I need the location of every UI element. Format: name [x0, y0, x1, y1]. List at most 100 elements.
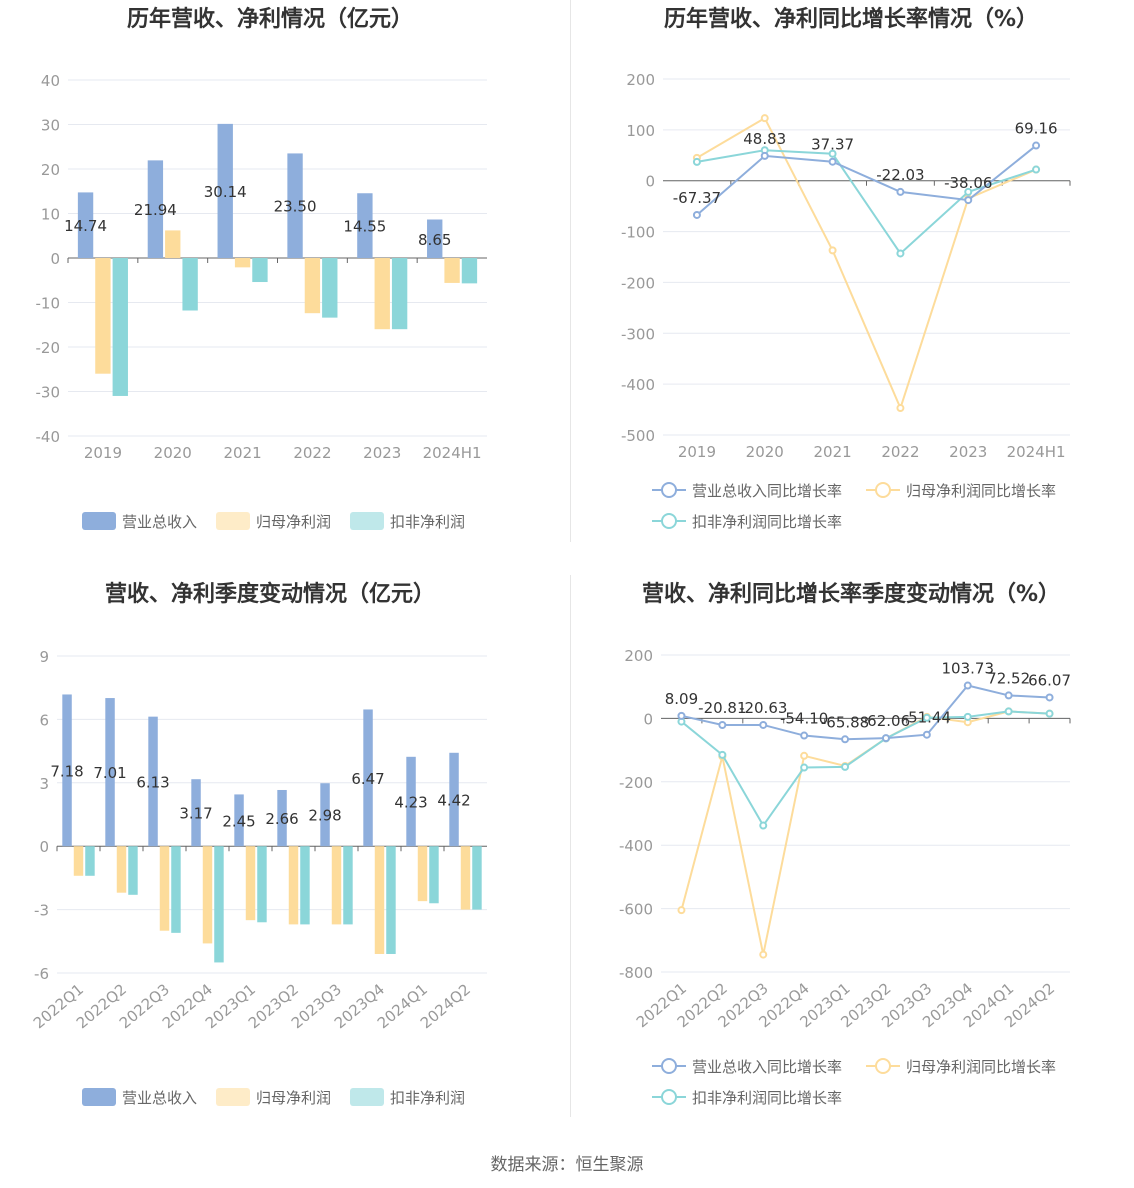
line-data-label: 37.37	[811, 136, 854, 154]
bar-revenue	[62, 694, 72, 847]
chart-1: 历年营收、净利同比增长率情况（%） 200 100 0 -100 -200 -300 -400…	[621, 6, 1071, 531]
series-point	[963, 712, 972, 721]
series-point	[800, 731, 809, 740]
line-data-label: -62.06	[862, 712, 910, 730]
bar-net-profit	[288, 846, 299, 925]
bar-revenue	[287, 153, 303, 258]
bar-revenue	[105, 698, 115, 847]
line-data-label: 48.83	[743, 130, 786, 148]
y-tick-label: -300	[621, 325, 655, 343]
bar-deducted-profit	[429, 846, 439, 904]
y-tick-label: -30	[36, 384, 61, 402]
bar-data-label: 4.23	[394, 794, 427, 812]
bar-revenue	[363, 709, 373, 847]
series-point	[718, 720, 727, 729]
y-tick-label: 3	[39, 775, 49, 793]
bar-deducted-profit	[472, 846, 482, 910]
series-point	[1032, 165, 1041, 174]
bar-data-label: 4.42	[437, 791, 470, 809]
panel-divider	[570, 0, 571, 542]
series-point	[922, 730, 931, 739]
line-data-label: -38.06	[944, 174, 992, 192]
series-point	[800, 763, 809, 772]
legend-label: 营业总收入同比增长率	[692, 1058, 842, 1076]
bar-deducted-profit	[257, 846, 267, 923]
series-point	[896, 187, 905, 196]
legend-label: 营业总收入	[122, 513, 197, 531]
bar-net-profit	[444, 258, 460, 283]
series-point	[896, 249, 905, 258]
y-tick-label: 30	[41, 117, 60, 135]
bar-deducted-profit	[214, 846, 224, 963]
series-point	[828, 149, 837, 158]
bar-revenue	[449, 752, 459, 847]
bar-revenue	[357, 193, 373, 258]
x-tick-label: 2020	[154, 444, 192, 462]
line-data-label: -20.81	[698, 699, 746, 717]
y-tick-label: -200	[619, 774, 653, 792]
legend-marker	[661, 1089, 677, 1105]
bar-deducted-profit	[322, 258, 338, 318]
series-point	[881, 734, 890, 743]
legend-label: 扣非净利润	[390, 1089, 465, 1107]
bar-net-profit	[460, 846, 471, 910]
bar-deducted-profit	[252, 258, 268, 283]
bar-revenue	[191, 779, 201, 847]
line-data-label: 72.52	[987, 669, 1030, 687]
series-line-1	[680, 710, 1050, 955]
bar-data-label: 14.74	[64, 217, 107, 235]
x-tick-label: 2019	[678, 443, 716, 461]
bar-net-profit	[95, 258, 111, 374]
bar-data-label: 2.98	[308, 807, 341, 825]
bar-net-profit	[245, 846, 256, 921]
line-data-label: -22.03	[876, 166, 924, 184]
series-point	[828, 246, 837, 255]
bar-deducted-profit	[300, 846, 310, 925]
x-tick-label: 2024H1	[423, 444, 482, 462]
series-line-2	[680, 710, 1050, 828]
bar-net-profit	[331, 846, 342, 925]
series-line-0	[696, 144, 1037, 216]
bar-net-profit	[202, 846, 213, 944]
chart-title: 营收、净利同比增长率季度变动情况（%）	[642, 581, 1060, 607]
y-tick-label: -500	[621, 427, 655, 445]
bar-data-label: 6.13	[136, 773, 169, 791]
series-point	[760, 151, 769, 160]
series-point	[718, 750, 727, 759]
bar-net-profit	[417, 846, 428, 902]
legend-swatch	[350, 1088, 384, 1106]
bar-data-label: 7.01	[93, 764, 126, 782]
y-tick-label: 100	[626, 122, 655, 140]
bar-net-profit	[234, 258, 251, 268]
line-data-label: 103.73	[942, 660, 995, 678]
legend-swatch	[216, 1088, 250, 1106]
bar-net-profit	[304, 258, 321, 314]
bar-deducted-profit	[112, 258, 128, 396]
bar-net-profit	[374, 846, 385, 954]
series-point	[841, 762, 850, 771]
series-point	[1045, 709, 1054, 718]
series-line-1	[696, 116, 1037, 411]
bar-deducted-profit	[182, 258, 198, 311]
legend-label: 营业总收入同比增长率	[692, 482, 842, 500]
legend-label: 营业总收入	[122, 1089, 197, 1107]
series-point	[760, 114, 769, 123]
y-tick-label: -20	[36, 339, 61, 357]
series-point	[841, 735, 850, 744]
x-tick-label: 2023	[363, 444, 401, 462]
bar-deducted-profit	[85, 846, 95, 876]
y-tick-label: 9	[39, 648, 49, 666]
y-tick-label: -6	[34, 965, 49, 983]
x-tick-label: 2021	[813, 443, 851, 461]
x-tick-label: 2022	[881, 443, 919, 461]
bar-data-label: 2.45	[222, 812, 255, 830]
series-point	[964, 187, 973, 196]
legend-marker	[875, 1058, 891, 1074]
bar-data-label: 8.65	[418, 231, 451, 249]
y-tick-label: -200	[621, 274, 655, 292]
y-tick-label: 10	[41, 206, 60, 224]
bar-revenue	[148, 716, 158, 847]
bar-deducted-profit	[128, 846, 138, 895]
chart-title: 营收、净利季度变动情况（亿元）	[105, 581, 435, 607]
